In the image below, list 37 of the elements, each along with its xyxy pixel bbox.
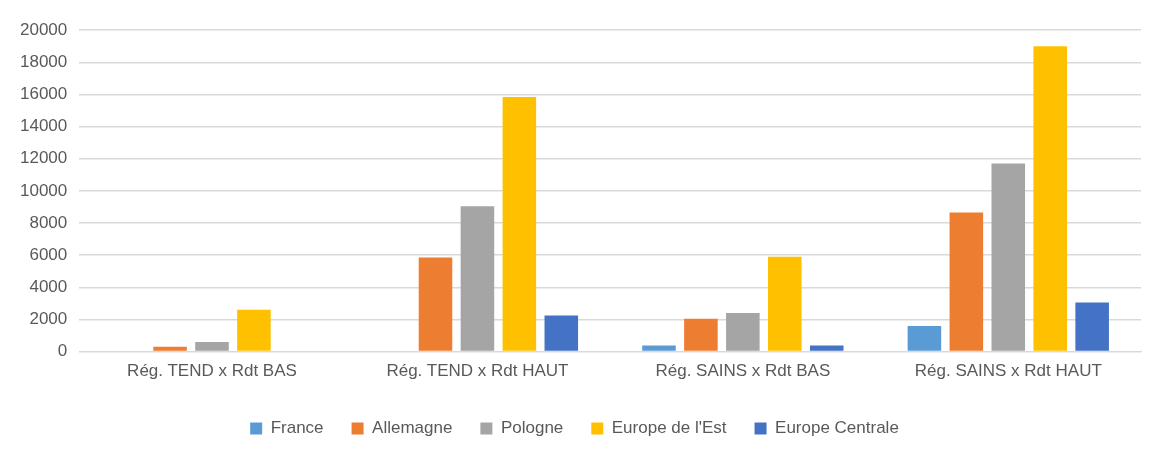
legend-label: Pologne bbox=[500, 418, 564, 438]
bar bbox=[809, 345, 844, 351]
y-tick-label: 14000 bbox=[19, 116, 68, 136]
bar bbox=[1075, 302, 1109, 351]
y-tick-label: 16000 bbox=[19, 84, 68, 104]
bar bbox=[460, 206, 495, 351]
legend-label: France bbox=[270, 418, 324, 438]
bar bbox=[195, 341, 229, 351]
bar bbox=[1033, 46, 1067, 351]
y-tick-label: 12000 bbox=[19, 148, 68, 168]
bar bbox=[418, 257, 453, 351]
y-tick-label: 0 bbox=[57, 341, 68, 361]
y-tick-label: 20000 bbox=[19, 19, 68, 39]
x-tick-label: Rég. SAINS x Rdt HAUT bbox=[914, 361, 1102, 381]
bar bbox=[544, 315, 579, 351]
bar bbox=[684, 318, 718, 351]
bar bbox=[642, 345, 676, 351]
x-tick-label: Rég. TEND x Rdt BAS bbox=[127, 361, 297, 381]
bar bbox=[907, 325, 942, 351]
legend-label: Europe Centrale bbox=[775, 418, 899, 438]
bar bbox=[991, 163, 1026, 351]
legend-label: Europe de l'Est bbox=[611, 418, 727, 438]
bar bbox=[237, 309, 271, 351]
y-tick-label: 2000 bbox=[29, 309, 68, 329]
bar bbox=[949, 212, 984, 351]
y-tick-label: 8000 bbox=[29, 212, 68, 232]
x-tick-label: Rég. SAINS x Rdt BAS bbox=[655, 361, 831, 381]
y-tick-label: 10000 bbox=[19, 180, 68, 200]
y-tick-label: 18000 bbox=[19, 52, 68, 72]
bar bbox=[768, 256, 802, 351]
bar bbox=[726, 313, 760, 351]
y-tick-label: 4000 bbox=[29, 277, 68, 297]
x-tick-label: Rég. TEND x Rdt HAUT bbox=[386, 361, 569, 381]
bar bbox=[153, 346, 187, 351]
y-tick-label: 6000 bbox=[29, 244, 68, 264]
bar bbox=[502, 96, 537, 351]
legend-label: Allemagne bbox=[372, 418, 453, 438]
